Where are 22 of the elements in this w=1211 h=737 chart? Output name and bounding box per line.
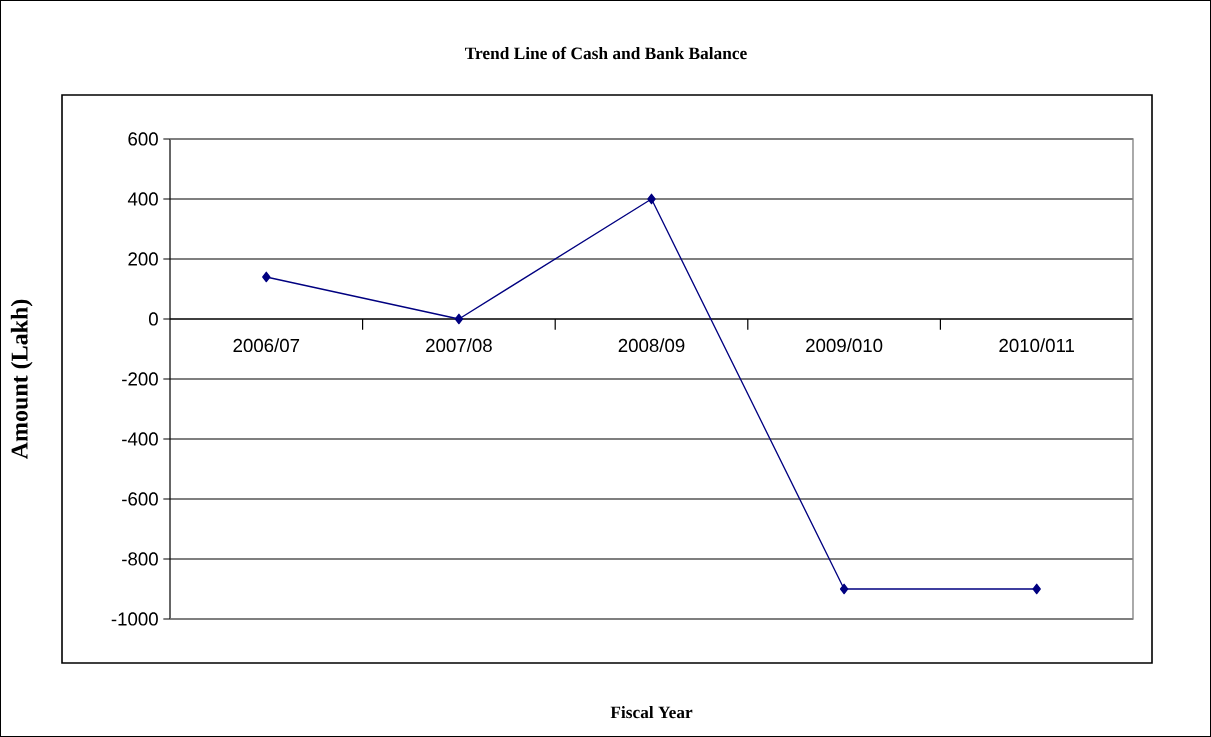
y-tick-label: -600 bbox=[122, 492, 158, 506]
y-tick-label: -200 bbox=[122, 372, 158, 386]
x-tick-label: 2007/08 bbox=[426, 338, 492, 353]
y-tick-label: -1000 bbox=[111, 612, 158, 626]
x-tick-label: 2010/011 bbox=[999, 338, 1075, 353]
y-tick-label: 0 bbox=[148, 312, 158, 326]
x-tick-label: 2008/09 bbox=[618, 338, 685, 353]
y-tick-label: 200 bbox=[128, 252, 158, 266]
point bbox=[454, 313, 464, 325]
y-tick-label: -800 bbox=[122, 552, 158, 566]
x-tick-label: 2009/010 bbox=[806, 338, 883, 353]
x-axis-title: Fiscal Year bbox=[610, 706, 693, 719]
chart-title: Trend Line of Cash and Bank Balance bbox=[465, 46, 747, 60]
point bbox=[262, 271, 271, 283]
point bbox=[647, 193, 656, 205]
x-tick-label: 2006/07 bbox=[233, 338, 300, 353]
point bbox=[839, 583, 849, 595]
point bbox=[1032, 583, 1041, 595]
y-tick-label: 600 bbox=[128, 132, 158, 146]
y-axis-title: Amount (Lakh) bbox=[10, 299, 33, 460]
y-tick-label: 400 bbox=[127, 192, 158, 206]
y-tick-label: -400 bbox=[122, 432, 158, 446]
